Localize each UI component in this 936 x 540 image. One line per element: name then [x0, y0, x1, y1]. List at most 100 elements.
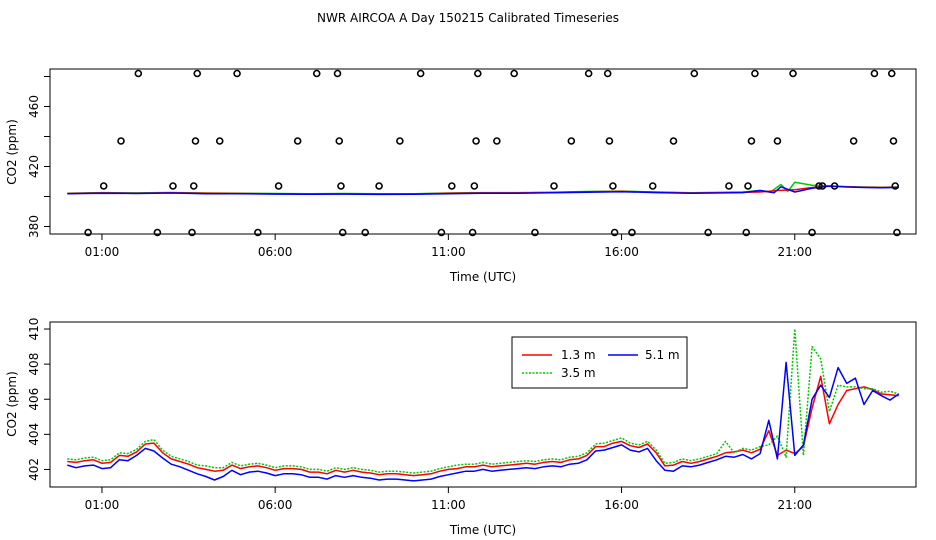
legend-box — [511, 336, 688, 389]
top-scatter-point — [293, 137, 302, 145]
bottom-series-line-1 — [67, 328, 899, 474]
top-y-tick-label: 420 — [27, 155, 41, 178]
bottom-x-axis: 01:00 06:00 11:00 16:00 21:00 — [85, 487, 812, 512]
top-scatter-point — [361, 228, 370, 237]
top-series-group — [67, 69, 901, 237]
top-scatter-point — [773, 137, 782, 145]
legend-label-5-1m: 5.1 m — [645, 348, 680, 362]
bottom-y-tick-label: 406 — [27, 388, 41, 411]
top-scatter-point — [789, 69, 797, 78]
bottom-x-tick-label: 01:00 — [85, 498, 120, 512]
top-scatter-point — [889, 137, 898, 145]
top-y-axis-title: CO2 (ppm) — [5, 119, 19, 185]
top-scatter-point — [531, 228, 539, 237]
bottom-series-line-0 — [67, 375, 899, 477]
bottom-y-tick-label: 410 — [27, 318, 41, 341]
top-panel: 01:00 06:00 11:00 16:00 21:00 380 420 460 Time… — [5, 68, 917, 284]
bottom-x-tick-label: 16:00 — [604, 498, 639, 512]
top-scatter-point — [189, 182, 198, 190]
top-scatter-point — [333, 69, 342, 78]
top-scatter-point — [472, 137, 480, 145]
legend: 1.3 m 3.5 m 5.1 m — [511, 336, 688, 389]
legend-label-3-5m: 3.5 m — [561, 366, 596, 380]
top-scatter-point — [437, 228, 446, 237]
top-y-axis: 380 420 460 — [27, 76, 50, 238]
bottom-y-axis: 402 404 406 408 410 — [27, 318, 50, 481]
top-scatter-point — [338, 228, 347, 237]
top-scatter-point — [893, 228, 901, 237]
top-scatter-point — [188, 228, 196, 237]
bottom-series-group — [67, 328, 900, 482]
top-scatter-point — [396, 137, 404, 145]
top-x-tick-label: 06:00 — [258, 245, 293, 259]
bottom-x-tick-label: 11:00 — [431, 498, 466, 512]
top-scatter-point — [830, 182, 839, 190]
bottom-y-axis-title: CO2 (ppm) — [5, 371, 19, 437]
top-scatter-point — [337, 182, 345, 190]
top-x-tick-label: 01:00 — [85, 245, 120, 259]
top-scatter-point — [117, 137, 125, 145]
top-scatter-point — [274, 182, 283, 190]
bottom-y-tick-label: 404 — [27, 423, 41, 446]
top-scatter-point — [375, 182, 383, 190]
bottom-y-tick-label: 402 — [27, 458, 41, 481]
top-scatter-point — [416, 69, 425, 78]
top-scatter-point — [510, 69, 518, 78]
top-scatter-point — [193, 69, 202, 78]
top-scatter-point — [870, 69, 879, 78]
top-scatter-point — [84, 228, 92, 237]
top-plot-frame — [49, 68, 917, 235]
top-scatter-point — [815, 182, 823, 190]
bottom-x-tick-label: 21:00 — [777, 498, 812, 512]
top-scatter-point — [215, 137, 224, 145]
top-scatter-point — [567, 137, 576, 145]
top-scatter-point — [99, 182, 108, 190]
top-scatter-point — [254, 228, 262, 237]
top-scatter-point — [887, 69, 896, 78]
top-scatter-point — [744, 182, 752, 190]
top-scatter-point — [610, 228, 619, 237]
top-scatter-point — [468, 228, 477, 237]
top-scatter-point — [312, 69, 321, 78]
top-scatter-point — [603, 69, 612, 78]
top-x-tick-label: 16:00 — [604, 245, 639, 259]
top-scatter-point — [609, 182, 617, 190]
top-scatter-point — [690, 69, 699, 78]
top-scatter-point — [808, 228, 816, 237]
top-scatter-point — [704, 228, 712, 237]
top-scatter-point — [191, 137, 200, 145]
top-scatter-point — [747, 137, 756, 145]
bottom-panel: 01:00 06:00 11:00 16:00 21:00 402 404 406 408 41… — [5, 318, 917, 537]
top-scatter-point — [818, 182, 827, 190]
top-x-axis: 01:00 06:00 11:00 16:00 21:00 — [85, 234, 812, 259]
top-scatter-point — [153, 228, 162, 237]
top-scatter-point — [233, 69, 241, 78]
top-scatter-point — [891, 182, 900, 190]
top-scatter-point — [584, 69, 593, 78]
top-scatter-point — [448, 182, 456, 190]
top-x-tick-label: 21:00 — [777, 245, 812, 259]
top-scatter-point — [134, 69, 143, 78]
top-y-tick-label: 380 — [27, 215, 41, 238]
bottom-plot-frame — [49, 321, 917, 488]
top-x-axis-title: Time (UTC) — [449, 270, 516, 284]
bottom-x-axis-title: Time (UTC) — [449, 523, 516, 537]
top-scatter-point — [628, 228, 636, 237]
top-scatter-point — [493, 137, 501, 145]
chart-title: NWR AIRCOA A Day 150215 Calibrated Times… — [317, 11, 619, 25]
top-scatter-point — [849, 137, 858, 145]
top-scatter-point — [474, 69, 482, 78]
top-scatter-point — [470, 182, 479, 190]
top-scatter-point — [605, 137, 614, 145]
bottom-series-line-2 — [67, 361, 900, 482]
legend-label-1-3m: 1.3 m — [561, 348, 596, 362]
top-scatter-point — [169, 182, 177, 190]
top-scatter-point — [335, 137, 344, 145]
top-x-tick-label: 11:00 — [431, 245, 466, 259]
top-scatter-point — [742, 228, 751, 237]
top-scatter-point — [669, 137, 678, 145]
top-scatter-point — [550, 182, 558, 190]
bottom-y-tick-label: 408 — [27, 353, 41, 376]
top-scatter-point — [751, 69, 759, 78]
